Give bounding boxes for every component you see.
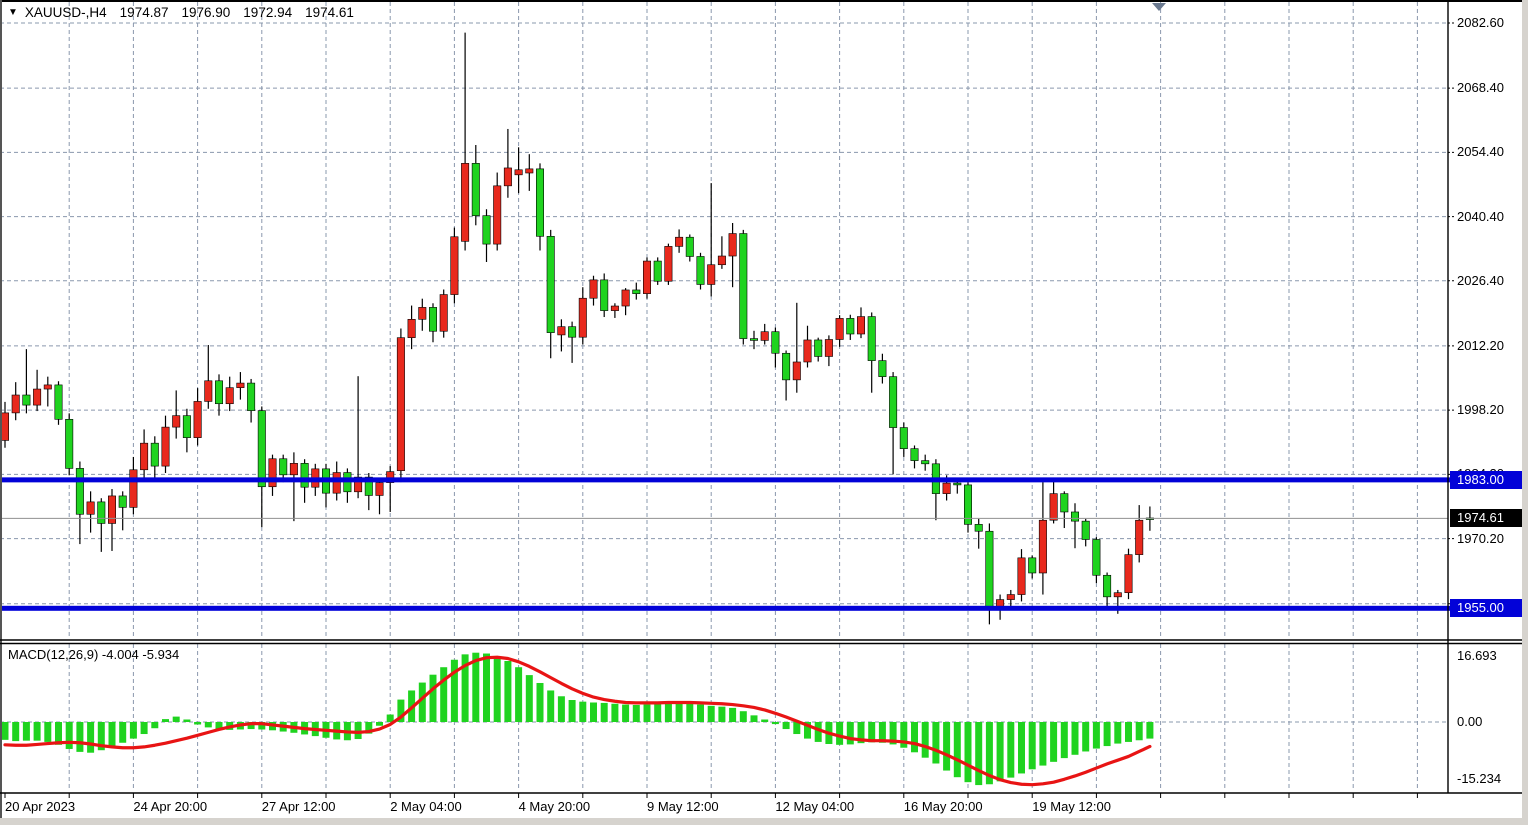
macd-histogram	[2, 652, 1154, 786]
time-tick-label: 27 Apr 12:00	[261, 799, 336, 814]
ohlc-close: 1974.61	[305, 5, 354, 20]
time-tick-label: 12 May 04:00	[775, 799, 855, 814]
ohlc-high: 1976.90	[181, 5, 231, 20]
price-tick-label: 1970.20	[1457, 530, 1504, 546]
horizontal-line-1983.00[interactable]	[0, 477, 1528, 483]
macd-tick-label: 0.00	[1457, 714, 1483, 729]
candlesticks	[2, 32, 1154, 625]
price-tick-label: 2040.40	[1457, 208, 1504, 224]
macd-tick-label: 16.693	[1457, 648, 1497, 663]
time-tick-label: 4 May 20:00	[518, 799, 591, 814]
symbol-dropdown-icon: ▼	[8, 6, 18, 18]
macd-signal-line	[3, 655, 1152, 787]
macd-indicator-label: MACD(12,26,9) -4.004 -5.934	[8, 647, 180, 662]
price-tick-label: 2026.40	[1457, 272, 1504, 288]
hline-price-badge: 1955.00	[1450, 599, 1522, 618]
time-tick-label: 20 Apr 2023	[5, 799, 76, 814]
ohlc-low: 1972.94	[243, 5, 293, 20]
symbol-timeframe: XAUUSD-,H4	[24, 5, 107, 20]
chart-title: ▼ XAUUSD-,H4 1974.87 1976.90 1972.94 197…	[8, 5, 354, 20]
price-tick-label: 2082.60	[1457, 15, 1504, 30]
time-tick-label: 24 Apr 20:00	[133, 799, 208, 814]
window-edge-right	[1522, 0, 1528, 825]
time-tick-label: 2 May 04:00	[390, 799, 462, 814]
price-tick-label: 2054.40	[1457, 144, 1504, 160]
horizontal-line-1955.00[interactable]	[0, 605, 1528, 611]
time-tick-label: 19 May 12:00	[1032, 799, 1111, 814]
time-tick-label: 16 May 20:00	[903, 799, 983, 814]
price-tick-label: 2012.20	[1457, 337, 1504, 353]
window-edge-bottom	[0, 818, 1528, 825]
time-tick-label: 9 May 12:00	[647, 799, 719, 814]
ohlc-open: 1974.87	[119, 5, 169, 20]
hline-price-badge: 1983.00	[1450, 470, 1522, 489]
price-tick-label: 1998.20	[1457, 402, 1504, 418]
last-price-badge: 1974.61	[1450, 509, 1522, 528]
macd-tick-label: -15.234	[1457, 771, 1502, 786]
price-tick-label: 2068.40	[1457, 80, 1504, 96]
autoscroll-marker-icon	[1152, 3, 1166, 11]
